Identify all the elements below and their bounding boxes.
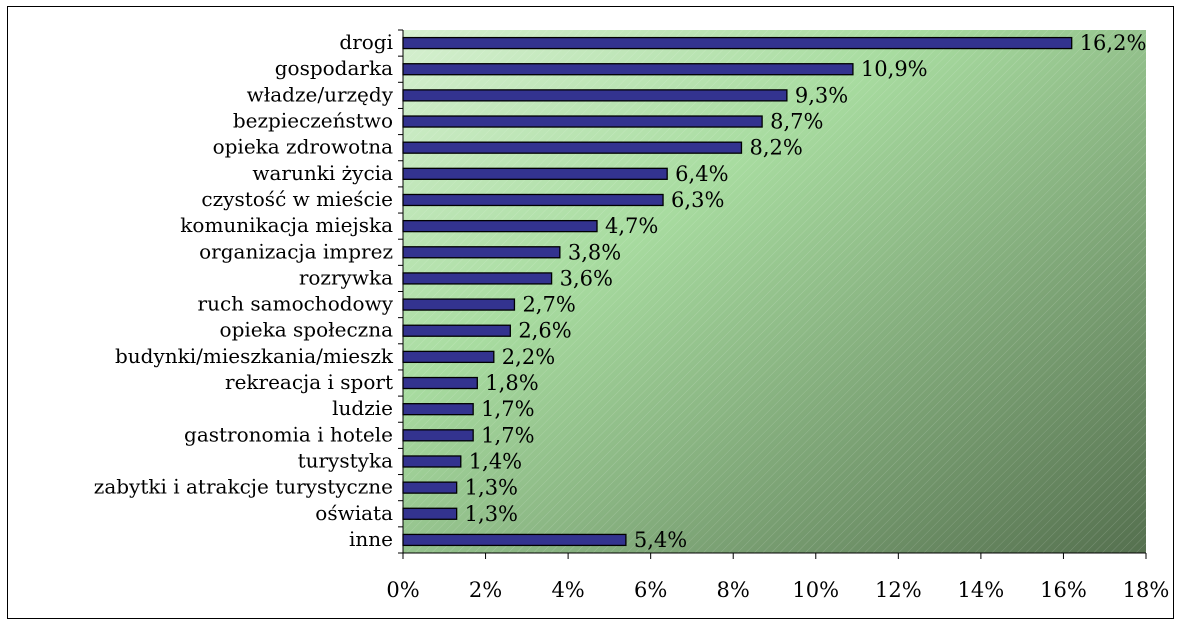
category-label: ruch samochodowy [198,292,394,316]
bar [402,167,668,180]
bar [402,63,854,76]
x-tick-labels: 0% 2% 4% 6% 8% 10% 12% 14% 16% 18% [386,578,1169,602]
data-label: 1,7% [481,397,534,421]
category-label: rozrywka [299,265,393,289]
x-tick-label: 12% [875,578,922,602]
category-label: władze/urzędy [247,82,394,106]
bar [402,246,561,259]
category-label: bezpieczeństwo [233,109,393,133]
category-label: ludzie [332,396,393,420]
bar [402,141,743,154]
data-label: 5,4% [634,528,687,552]
data-label: 8,2% [749,136,802,160]
category-label: komunikacja miejska [180,213,393,237]
data-label: 4,7% [605,214,658,238]
bar [402,219,598,233]
category-label: turystyka [298,448,393,472]
data-label: 6,3% [671,188,724,212]
category-label: organizacja imprez [199,239,393,263]
bar [402,481,458,494]
data-label: 1,7% [481,423,534,447]
bar [402,298,516,311]
x-tick-label: 6% [634,578,667,602]
data-label: 2,6% [518,319,571,343]
x-tick-label: 2% [469,578,502,602]
bar [402,115,763,128]
category-label: gospodarka [275,56,393,80]
bar [402,533,627,547]
category-label: warunki życia [252,161,393,185]
data-label: 1,3% [465,476,518,500]
bar [402,403,474,416]
data-label: 2,2% [502,345,555,369]
bar [402,89,788,102]
bar [402,507,458,520]
bar [402,455,462,468]
x-tick-label: 0% [386,578,419,602]
category-label: drogi [339,30,393,54]
data-label: 8,7% [770,110,823,134]
data-label: 9,3% [795,83,848,107]
x-tick-label: 10% [792,578,839,602]
category-label: oświata [315,501,393,525]
plot-hatch [403,30,1146,553]
bar [402,193,664,207]
x-tick-label: 4% [551,578,584,602]
axes-group [398,29,1147,559]
bar [402,324,511,337]
category-label: budynki/mieszkania/mieszk [115,344,394,368]
data-label: 1,3% [465,502,518,526]
bar [402,272,553,285]
data-label: 6,4% [675,162,728,186]
x-tick-label: 18% [1123,578,1170,602]
bar [402,429,474,442]
x-tick-label: 16% [1040,578,1087,602]
plot-area [403,30,1146,553]
data-label: 2,7% [522,293,575,317]
category-label: rekreacja i sport [225,370,393,394]
category-label: czystość w mieście [201,187,393,211]
bar [402,350,495,364]
category-label: opieka zdrowotna [213,135,393,159]
x-tick-label: 8% [717,578,750,602]
x-tick-label: 14% [958,578,1005,602]
value-labels: 16,2% 10,9% 9,3% 8,7%8,2% 6,4%6,3% 4,7%3,8%3,… [465,31,1147,552]
bar [402,36,1073,50]
data-label: 10,9% [861,57,928,81]
data-label: 3,6% [560,266,613,290]
data-label: 3,8% [568,240,621,264]
data-label: 16,2% [1080,31,1147,55]
data-label: 1,4% [469,449,522,473]
data-label: 1,8% [485,371,538,395]
category-label: opieka społeczna [220,318,394,342]
category-label: zabytki i atrakcje turystyczne [94,475,393,499]
bar [402,376,478,390]
category-label: inne [349,527,393,551]
category-label: gastronomia i hotele [184,422,393,446]
